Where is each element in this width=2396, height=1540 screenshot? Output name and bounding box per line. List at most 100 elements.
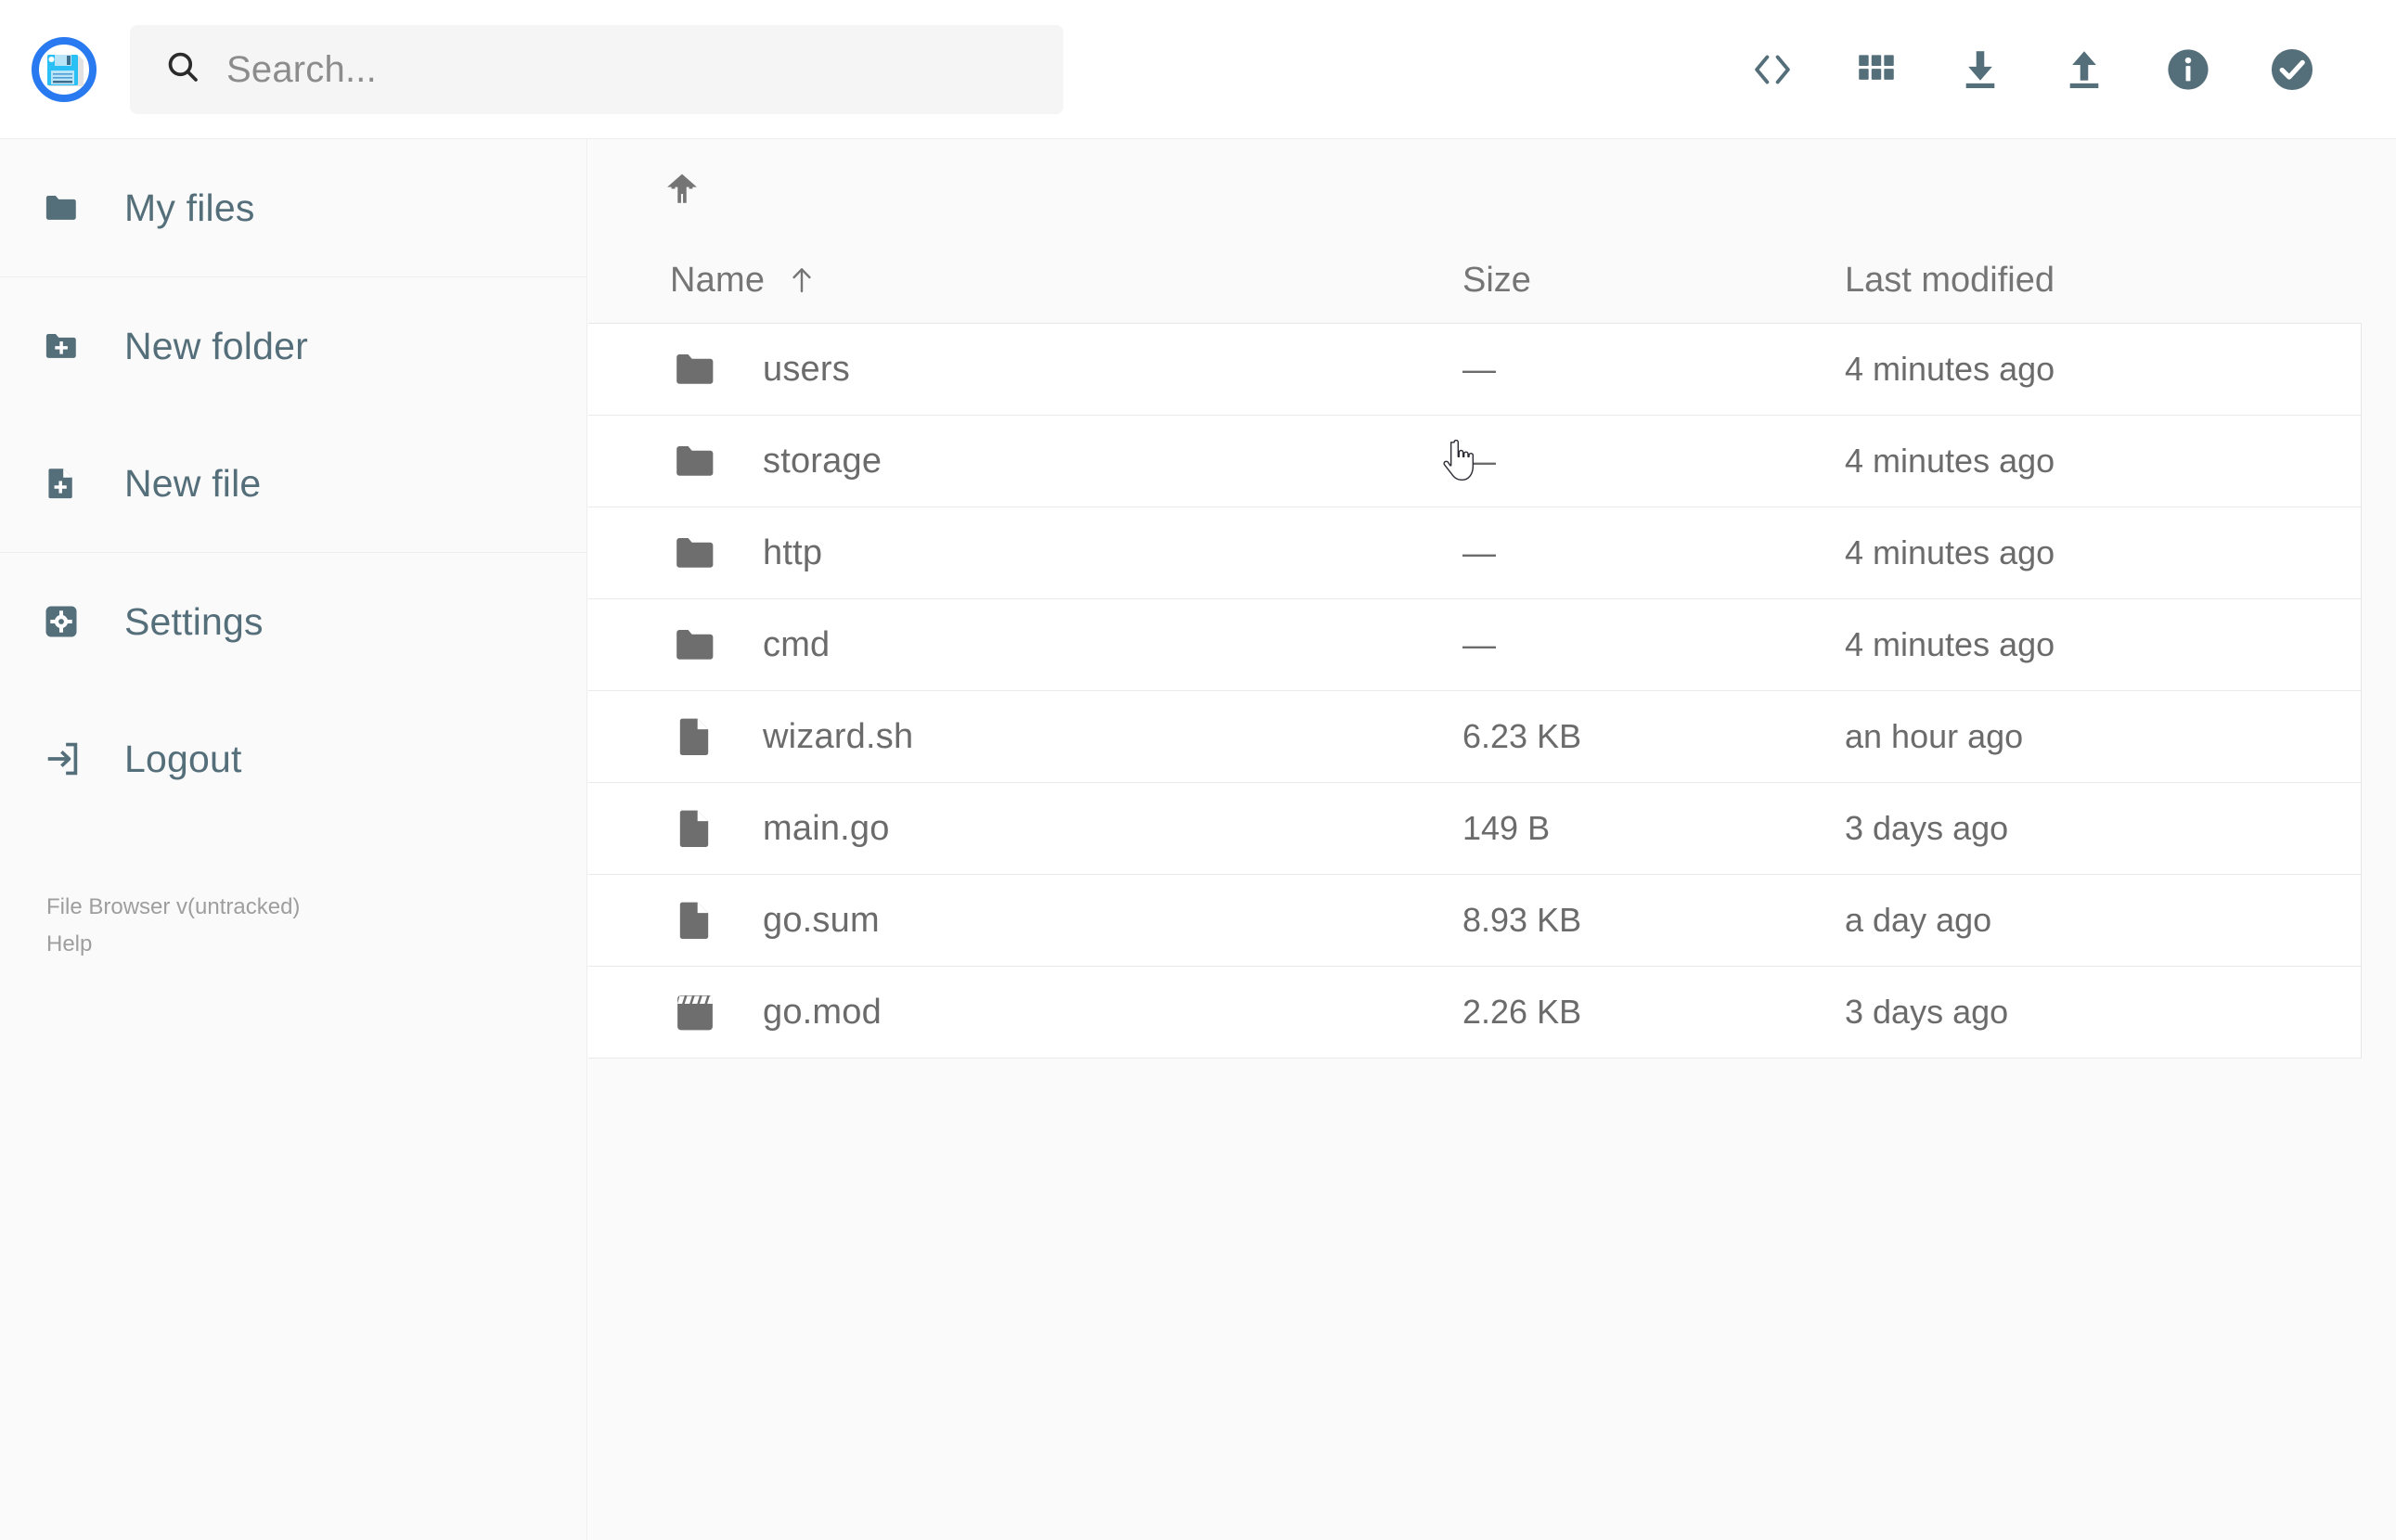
sidebar-group-create: New folder New file bbox=[0, 277, 586, 553]
app-logo-button[interactable] bbox=[15, 35, 113, 104]
file-name-cell: wizard.sh bbox=[588, 712, 1462, 762]
file-info-button[interactable] bbox=[2136, 18, 2240, 122]
arrow-up-icon bbox=[785, 263, 818, 297]
file-icon bbox=[670, 895, 724, 945]
sidebar-item-label: New file bbox=[124, 461, 262, 505]
grid-view-icon bbox=[1853, 46, 1900, 93]
file-name-cell: storage bbox=[588, 436, 1462, 486]
upload-icon bbox=[2059, 45, 2109, 95]
file-name-cell: go.mod bbox=[588, 987, 1462, 1037]
file-name-label: go.sum bbox=[763, 901, 880, 940]
file-icon bbox=[670, 712, 724, 762]
file-modified-cell: a day ago bbox=[1845, 901, 1992, 939]
column-header-name[interactable]: Name bbox=[588, 263, 1462, 298]
folder-plus-icon bbox=[41, 326, 84, 366]
sidebar-item-logout[interactable]: Logout bbox=[0, 690, 586, 828]
download-button[interactable] bbox=[1928, 18, 2032, 122]
file-name-label: main.go bbox=[763, 809, 890, 848]
app-header: Search... bbox=[0, 0, 2396, 139]
shell-toggle-button[interactable] bbox=[1720, 18, 1824, 122]
movie-icon bbox=[670, 987, 724, 1037]
column-header-modified[interactable]: Last modified bbox=[1845, 263, 2396, 298]
file-modified-cell: 3 days ago bbox=[1845, 809, 2009, 847]
gear-icon bbox=[41, 601, 84, 642]
file-modified-cell: an hour ago bbox=[1845, 717, 2024, 755]
search-input[interactable]: Search... bbox=[130, 24, 1063, 114]
select-multiple-button[interactable] bbox=[2240, 18, 2344, 122]
file-name-cell: cmd bbox=[588, 620, 1462, 670]
table-row[interactable]: go.mod 2.26 KB 3 days ago bbox=[588, 967, 2362, 1059]
file-size-cell: 149 B bbox=[1462, 809, 1551, 847]
file-list: users — 4 minutes ago storage — 4 minute… bbox=[588, 323, 2362, 1059]
upload-button[interactable] bbox=[2032, 18, 2136, 122]
sidebar-item-label: Logout bbox=[124, 737, 242, 780]
sidebar-item-new-file[interactable]: New file bbox=[0, 415, 586, 552]
file-modified-cell: 4 minutes ago bbox=[1845, 442, 2055, 480]
file-modified-cell: 4 minutes ago bbox=[1845, 625, 2055, 663]
file-name-label: storage bbox=[763, 442, 882, 481]
column-header-name-label: Name bbox=[670, 261, 766, 300]
sidebar: My files New folder bbox=[0, 139, 587, 1540]
file-size-cell: — bbox=[1462, 442, 1496, 480]
breadcrumb bbox=[588, 139, 2396, 237]
sidebar-item-label: Settings bbox=[124, 599, 264, 643]
file-size-cell: — bbox=[1462, 533, 1496, 571]
sidebar-item-new-folder[interactable]: New folder bbox=[0, 277, 586, 415]
column-header-size-label: Size bbox=[1462, 261, 1531, 300]
sidebar-group-files: My files bbox=[0, 139, 586, 277]
column-header-size[interactable]: Size bbox=[1462, 263, 1845, 298]
table-row[interactable]: http — 4 minutes ago bbox=[588, 507, 2362, 599]
main-content: Name Size Last modified bbox=[588, 139, 2396, 1540]
table-row[interactable]: users — 4 minutes ago bbox=[588, 324, 2362, 416]
floppy-disk-logo-icon bbox=[30, 35, 98, 104]
file-name-cell: main.go bbox=[588, 803, 1462, 853]
file-size-cell: 6.23 KB bbox=[1462, 717, 1582, 755]
file-size-cell: 8.93 KB bbox=[1462, 901, 1582, 939]
folder-icon bbox=[670, 344, 724, 394]
sidebar-item-label: My files bbox=[124, 186, 255, 229]
file-modified-cell: 3 days ago bbox=[1845, 993, 2009, 1031]
file-name-label: wizard.sh bbox=[763, 717, 914, 756]
folder-icon bbox=[670, 436, 724, 486]
sidebar-item-label: New folder bbox=[124, 324, 308, 367]
sidebar-footer: File Browser v(untracked) Help bbox=[0, 828, 586, 962]
table-row[interactable]: cmd — 4 minutes ago bbox=[588, 599, 2362, 691]
table-row[interactable]: main.go 149 B 3 days ago bbox=[588, 783, 2362, 875]
sidebar-item-my-files[interactable]: My files bbox=[0, 139, 586, 276]
table-row[interactable]: go.sum 8.93 KB a day ago bbox=[588, 875, 2362, 967]
download-icon bbox=[1955, 45, 2005, 95]
file-name-cell: users bbox=[588, 344, 1462, 394]
help-link[interactable]: Help bbox=[46, 930, 93, 956]
file-modified-cell: 4 minutes ago bbox=[1845, 350, 2055, 388]
check-circle-icon bbox=[2267, 45, 2317, 95]
sidebar-group-account: Settings Logout bbox=[0, 553, 586, 828]
file-icon bbox=[670, 803, 724, 853]
file-name-label: cmd bbox=[763, 625, 831, 664]
file-size-cell: 2.26 KB bbox=[1462, 993, 1582, 1031]
file-name-label: go.mod bbox=[763, 993, 882, 1032]
table-row[interactable]: storage — 4 minutes ago bbox=[588, 416, 2362, 507]
folder-icon bbox=[41, 187, 84, 228]
file-size-cell: — bbox=[1462, 625, 1496, 663]
switch-view-button[interactable] bbox=[1824, 18, 1928, 122]
logout-icon bbox=[41, 738, 84, 779]
folder-icon bbox=[670, 528, 724, 578]
table-row[interactable]: wizard.sh 6.23 KB an hour ago bbox=[588, 691, 2362, 783]
sidebar-item-settings[interactable]: Settings bbox=[0, 553, 586, 690]
search-placeholder: Search... bbox=[226, 48, 377, 90]
code-brackets-icon bbox=[1747, 45, 1797, 95]
file-name-label: users bbox=[763, 350, 850, 389]
file-name-label: http bbox=[763, 533, 823, 572]
listing-column-headers: Name Size Last modified bbox=[588, 237, 2396, 323]
app-version: File Browser v(untracked) bbox=[46, 894, 301, 919]
search-icon bbox=[163, 47, 202, 91]
home-icon[interactable] bbox=[663, 169, 702, 208]
file-size-cell: — bbox=[1462, 350, 1496, 388]
file-modified-cell: 4 minutes ago bbox=[1845, 533, 2055, 571]
header-actions bbox=[1720, 18, 2344, 122]
folder-icon bbox=[670, 620, 724, 670]
column-header-modified-label: Last modified bbox=[1845, 261, 2055, 300]
file-name-cell: go.sum bbox=[588, 895, 1462, 945]
file-plus-icon bbox=[41, 463, 84, 504]
info-circle-icon bbox=[2163, 45, 2213, 95]
